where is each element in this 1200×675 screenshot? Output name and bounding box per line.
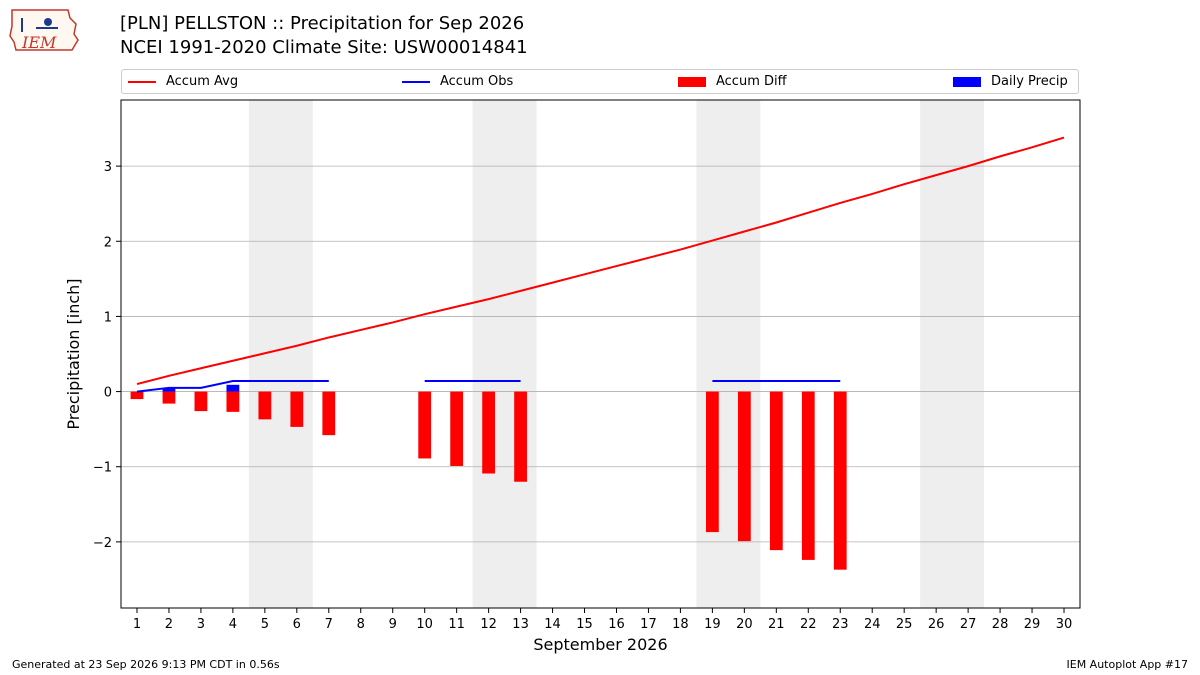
accum-diff-bar-day-21 [769,391,783,551]
legend-item-accum-obs: Accum Obs [402,74,513,90]
x-tick-label-2: 2 [165,617,173,632]
x-tick-label-9: 9 [389,617,397,632]
accum-diff-bar-day-1 [130,391,144,400]
weekend-shade-1 [472,100,537,608]
accum-diff-bar-day-4 [226,391,240,412]
x-tick-label-29: 29 [1024,617,1041,632]
daily-precip-bar-day-4 [226,384,240,392]
x-tick-label-28: 28 [992,617,1009,632]
x-tick-label-17: 17 [640,617,657,632]
x-tick-label-12: 12 [480,617,497,632]
accum-obs-line-segment-0 [136,380,329,393]
y-tick-label-2: 1 [104,310,112,325]
line-layer [136,136,1065,393]
legend: Accum Avg Accum Obs Accum Diff Daily Pre… [121,69,1079,94]
accum-diff-bar-day-5 [258,391,272,420]
legend-item-accum-diff: Accum Diff [678,74,787,90]
y-tick-label-0: 3 [104,160,112,175]
plot-frame [120,99,1081,609]
accum-diff-bar-day-23 [833,391,847,570]
x-tick-label-22: 22 [800,617,817,632]
x-tick-label-26: 26 [928,617,945,632]
daily-precip-bar-day-2 [162,388,176,392]
y-tick-label-4: −1 [93,461,112,476]
accum-diff-bar-day-13 [514,391,527,482]
legend-label-daily-precip: Daily Precip [991,74,1068,89]
x-tick-label-18: 18 [672,617,689,632]
accum-diff-bar-day-6 [290,391,304,427]
gridlines [121,165,1080,543]
x-tick-label-23: 23 [832,617,849,632]
x-tick-label-3: 3 [197,617,205,632]
legend-label-accum-obs: Accum Obs [440,74,514,89]
y-tick-label-5: −2 [93,536,112,551]
logo-text: IEM [21,33,57,52]
accum-diff-bar-day-12 [482,391,496,474]
x-tick-label-7: 7 [325,617,333,632]
x-tick-label-15: 15 [576,617,593,632]
legend-label-accum-avg: Accum Avg [166,74,239,89]
x-tick-label-30: 30 [1056,617,1073,632]
weekend-shading [248,100,985,608]
weekend-shade-3 [920,100,985,608]
bar-layer [130,384,847,570]
legend-item-accum-avg: Accum Avg [128,74,238,90]
y-tick-label-3: 0 [104,386,112,401]
accum-diff-bar-day-3 [194,391,208,412]
x-tick-label-6: 6 [293,617,301,632]
x-tick-label-14: 14 [544,617,561,632]
x-tick-label-21: 21 [768,617,785,632]
title-line-1: [PLN] PELLSTON :: Precipitation for Sep … [120,13,525,34]
x-tick-label-16: 16 [608,617,625,632]
footer-app: IEM Autoplot App #17 [1066,658,1189,671]
x-tick-label-27: 27 [960,617,977,632]
y-tick-label-1: 2 [104,235,112,250]
x-axis-label: September 2026 [533,635,667,654]
legend-swatch-daily-precip [953,76,981,87]
x-tick-label-5: 5 [261,617,269,632]
legend-swatch-accum-avg [128,80,156,83]
x-tick-label-20: 20 [736,617,753,632]
legend-label-accum-diff: Accum Diff [716,74,787,89]
chart-title: [PLN] PELLSTON :: Precipitation for Sep … [120,12,528,60]
x-tick-label-13: 13 [512,617,529,632]
accum-diff-bar-day-7 [322,391,336,436]
accum-diff-bar-day-22 [801,391,815,560]
footer-generated: Generated at 23 Sep 2026 9:13 PM CDT in … [12,658,280,671]
x-tick-label-10: 10 [416,617,433,632]
x-tick-label-11: 11 [448,617,465,632]
x-tick-label-19: 19 [704,617,721,632]
legend-swatch-accum-diff [678,76,706,87]
x-tick-label-24: 24 [864,617,881,632]
legend-swatch-accum-obs [402,80,430,83]
x-tick-label-4: 4 [229,617,237,632]
x-tick-label-8: 8 [357,617,365,632]
y-axis-label: Precipitation [inch] [64,278,83,429]
title-line-2: NCEI 1991-2020 Climate Site: USW00014841 [120,37,528,58]
accum-diff-bar-day-11 [450,391,464,466]
accum-diff-bar-day-19 [705,391,719,533]
x-tick-label-25: 25 [896,617,913,632]
accum-diff-bar-day-20 [737,391,751,542]
accum-diff-bar-day-10 [418,391,432,459]
x-tick-label-1: 1 [133,617,141,632]
iem-logo: IEM [8,6,80,58]
accum-diff-bar-day-2 [162,391,176,404]
legend-item-daily-precip: Daily Precip [953,74,1068,90]
accum-avg-line [136,136,1065,386]
